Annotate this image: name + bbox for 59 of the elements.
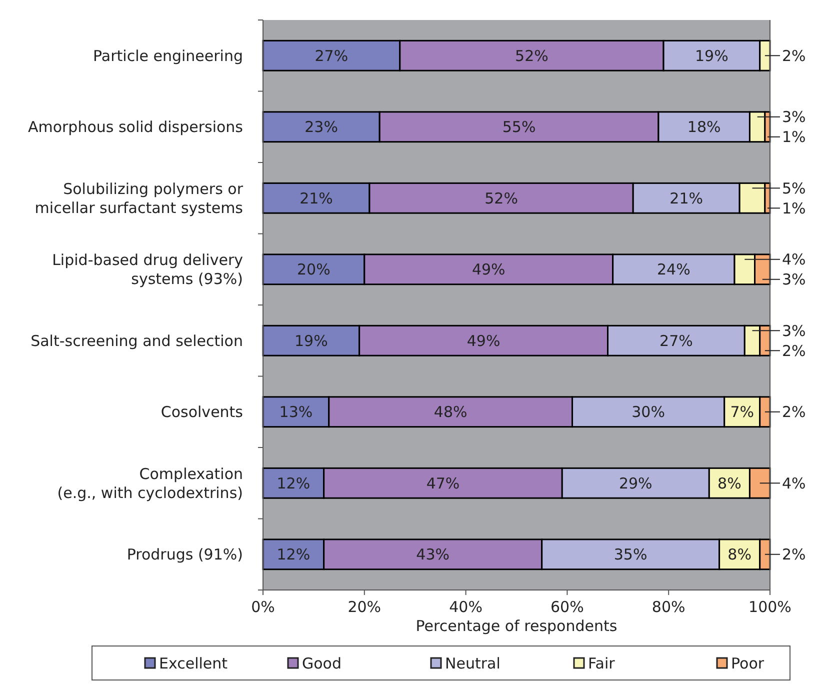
legend-label: Neutral	[445, 654, 500, 672]
data-label: 2%	[782, 403, 806, 422]
x-axis-title: Percentage of respondents	[416, 617, 618, 635]
data-label: 27%	[660, 332, 693, 350]
data-label: 3%	[782, 108, 806, 126]
data-label: 1%	[782, 199, 806, 218]
data-label: 2%	[782, 342, 806, 360]
data-label: 3%	[782, 322, 806, 340]
y-tick-label: Amorphous solid dispersions	[28, 118, 244, 136]
data-label: 2%	[782, 546, 806, 564]
data-label: 43%	[416, 546, 450, 564]
data-label: 1%	[782, 128, 806, 146]
y-tick-label: Cosolvents	[160, 403, 244, 422]
legend-label: Excellent	[159, 654, 228, 672]
data-label: 27%	[314, 46, 348, 65]
data-label: 20%	[297, 260, 330, 279]
x-tick-label: 0%	[251, 598, 275, 616]
y-tick-label: Lipid-based drug delivery systems (93%)	[52, 251, 244, 288]
y-tick-label: Particle engineering	[93, 46, 243, 65]
data-label: 21%	[670, 189, 704, 208]
data-label: 49%	[466, 332, 500, 350]
data-label: 47%	[426, 474, 460, 492]
data-label: 4%	[782, 474, 806, 492]
y-tick-label: Salt-screening and selection	[30, 332, 243, 350]
data-label: 52%	[515, 46, 548, 65]
data-label: 4%	[782, 250, 806, 269]
x-tick-label: 20%	[348, 598, 382, 616]
x-tick-label: 40%	[449, 598, 482, 616]
data-label: 52%	[484, 189, 518, 208]
data-label: 24%	[657, 260, 690, 279]
data-label: 7%	[730, 403, 754, 422]
data-label: 19%	[695, 46, 728, 65]
data-label: 30%	[632, 403, 665, 422]
data-label: 48%	[434, 403, 468, 422]
data-label: 12%	[276, 546, 310, 564]
data-label: 5%	[782, 179, 806, 198]
legend-label: Poor	[731, 654, 765, 672]
data-label: 35%	[614, 546, 648, 564]
data-label: 12%	[276, 474, 310, 492]
data-label: 3%	[782, 270, 806, 289]
y-tick-label: Prodrugs (91%)	[126, 546, 243, 564]
x-tick-label: 60%	[550, 598, 584, 616]
x-tick-label: 100%	[748, 598, 792, 616]
legend-label: Fair	[588, 654, 616, 672]
legend-label: Good	[302, 654, 342, 672]
data-label: 13%	[279, 403, 313, 422]
data-label: 21%	[300, 189, 333, 208]
data-label: 55%	[502, 118, 536, 136]
y-tick-label: Solubilizing polymers or micellar surfactant systems	[34, 180, 244, 217]
data-label: 23%	[304, 118, 338, 136]
data-label: 8%	[728, 546, 752, 564]
data-label: 2%	[782, 46, 806, 65]
y-tick-label: Complexation (e.g., with cyclodextrins)	[57, 464, 243, 502]
data-label: 49%	[472, 260, 506, 279]
data-label: 29%	[618, 474, 652, 492]
data-label: 19%	[294, 332, 328, 350]
x-tick-label: 80%	[652, 598, 686, 616]
data-label: 18%	[687, 118, 721, 136]
data-label: 8%	[718, 474, 742, 492]
